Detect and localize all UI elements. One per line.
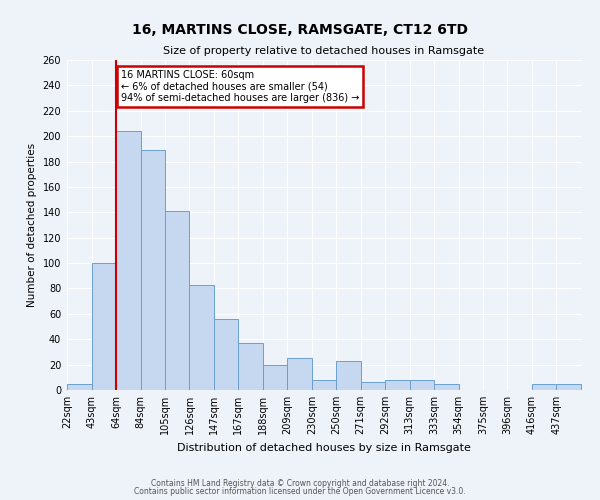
Bar xyxy=(116,131,140,390)
Bar xyxy=(312,380,336,390)
Bar xyxy=(238,343,263,390)
Bar xyxy=(214,319,238,390)
Bar xyxy=(67,384,92,390)
Bar xyxy=(92,263,116,390)
X-axis label: Distribution of detached houses by size in Ramsgate: Distribution of detached houses by size … xyxy=(177,442,471,452)
Bar xyxy=(336,361,361,390)
Bar xyxy=(190,284,214,390)
Bar xyxy=(556,384,581,390)
Bar xyxy=(434,384,458,390)
Bar xyxy=(532,384,556,390)
Bar xyxy=(263,364,287,390)
Bar xyxy=(410,380,434,390)
Bar xyxy=(140,150,165,390)
Text: Contains public sector information licensed under the Open Government Licence v3: Contains public sector information licen… xyxy=(134,487,466,496)
Text: 16 MARTINS CLOSE: 60sqm
← 6% of detached houses are smaller (54)
94% of semi-det: 16 MARTINS CLOSE: 60sqm ← 6% of detached… xyxy=(121,70,359,103)
Bar xyxy=(287,358,312,390)
Bar xyxy=(165,211,190,390)
Bar xyxy=(361,382,385,390)
Y-axis label: Number of detached properties: Number of detached properties xyxy=(27,143,37,307)
Title: Size of property relative to detached houses in Ramsgate: Size of property relative to detached ho… xyxy=(163,46,485,56)
Text: Contains HM Land Registry data © Crown copyright and database right 2024.: Contains HM Land Registry data © Crown c… xyxy=(151,478,449,488)
Text: 16, MARTINS CLOSE, RAMSGATE, CT12 6TD: 16, MARTINS CLOSE, RAMSGATE, CT12 6TD xyxy=(132,22,468,36)
Bar xyxy=(385,380,410,390)
